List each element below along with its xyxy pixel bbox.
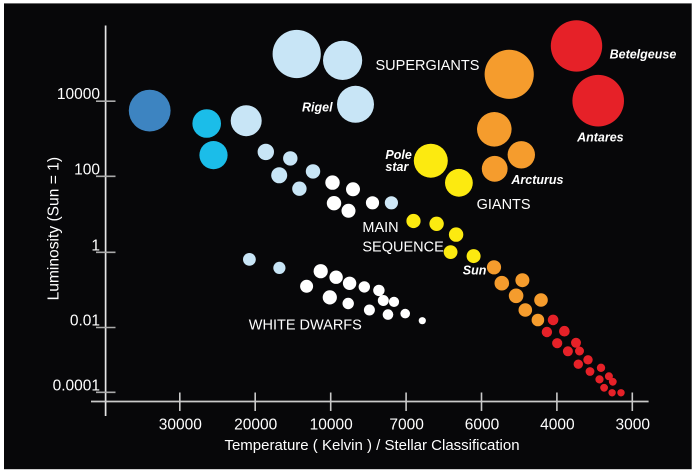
svg-text:Pole: Pole <box>385 148 411 162</box>
svg-text:MAIN: MAIN <box>362 220 398 236</box>
svg-text:Arcturus: Arcturus <box>510 173 563 187</box>
svg-text:0.0001: 0.0001 <box>53 377 100 394</box>
svg-text:SUPERGIANTS: SUPERGIANTS <box>376 58 480 74</box>
svg-text:GIANTS: GIANTS <box>477 197 531 213</box>
svg-text:7000: 7000 <box>389 417 424 434</box>
svg-text:Rigel: Rigel <box>302 100 333 114</box>
svg-text:Betelgeuse: Betelgeuse <box>610 47 677 61</box>
svg-text:100: 100 <box>74 162 100 179</box>
svg-text:10000: 10000 <box>310 417 353 434</box>
svg-text:4000: 4000 <box>540 417 575 434</box>
svg-text:Antares: Antares <box>576 130 624 144</box>
svg-text:Temperature ( Kelvin ) / Stell: Temperature ( Kelvin ) / Stellar Classif… <box>224 437 519 454</box>
svg-text:Sun: Sun <box>463 264 487 278</box>
svg-text:SEQUENCE: SEQUENCE <box>362 240 444 256</box>
svg-text:30000: 30000 <box>159 417 202 434</box>
svg-text:star: star <box>385 160 409 174</box>
svg-text:WHITE DWARFS: WHITE DWARFS <box>249 318 362 334</box>
svg-text:10000: 10000 <box>57 86 100 103</box>
svg-text:6000: 6000 <box>465 417 500 434</box>
svg-text:Luminosity (Sun = 1): Luminosity (Sun = 1) <box>46 157 63 300</box>
svg-text:3000: 3000 <box>616 417 651 434</box>
svg-text:0.01: 0.01 <box>70 313 100 330</box>
svg-text:20000: 20000 <box>234 417 277 434</box>
svg-text:1: 1 <box>91 238 100 255</box>
